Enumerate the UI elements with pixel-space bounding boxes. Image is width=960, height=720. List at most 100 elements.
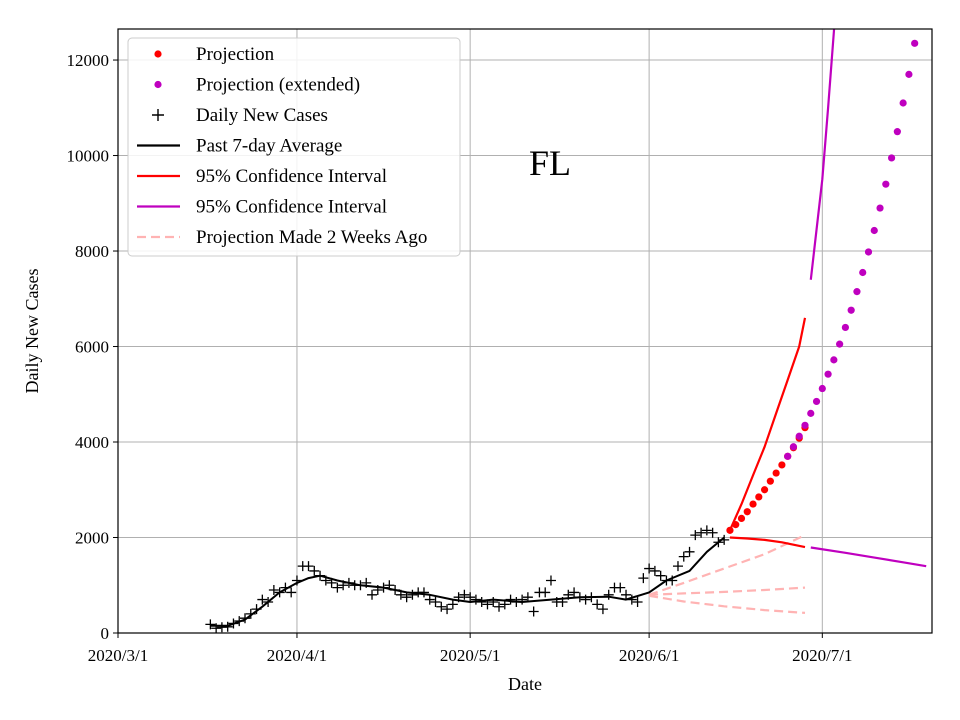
- projection-extended-point: [887, 154, 896, 162]
- daily-case-marker: [488, 596, 499, 607]
- x-tick-label: 2020/6/1: [619, 646, 679, 665]
- daily-case-marker: [395, 589, 406, 600]
- daily-case-marker: [476, 596, 487, 607]
- projection-extended-point: [893, 128, 901, 136]
- projection-extended-point: [905, 70, 913, 78]
- daily-case-marker: [205, 619, 216, 630]
- y-tick-label: 4000: [75, 433, 109, 452]
- daily-case-marker: [621, 589, 632, 600]
- projection-extended-point: [789, 443, 798, 451]
- projection-extended-point: [917, 9, 924, 16]
- daily-case-marker: [436, 601, 447, 612]
- daily-case-marker: [615, 582, 626, 593]
- projection-point: [743, 508, 751, 516]
- daily-case-marker: [315, 570, 326, 581]
- projection-extended-point: [824, 370, 832, 378]
- daily-case-marker: [338, 580, 349, 591]
- projection-extended-point: [795, 432, 803, 440]
- daily-case-marker: [430, 596, 441, 607]
- legend-label: 95% Confidence Interval: [196, 197, 387, 218]
- daily-case-marker: [511, 596, 522, 607]
- daily-case-marker: [505, 594, 516, 605]
- projection-point: [760, 486, 769, 494]
- projection-point: [755, 493, 763, 501]
- projection-extended-point: [784, 452, 792, 460]
- daily-case-marker: [563, 589, 574, 600]
- daily-case-marker: [580, 594, 591, 605]
- daily-case-marker: [407, 589, 418, 600]
- daily-case-marker: [719, 534, 730, 545]
- x-axis-label: Date: [508, 674, 542, 694]
- daily-case-marker: [684, 546, 695, 557]
- projection-extended-point: [882, 180, 890, 188]
- daily-case-marker: [280, 582, 291, 593]
- y-tick-label: 8000: [75, 242, 109, 261]
- y-tick-label: 10000: [67, 147, 110, 166]
- daily-case-marker: [701, 525, 712, 536]
- legend-dot-marker: [154, 80, 162, 89]
- daily-case-marker: [424, 594, 435, 605]
- projection-extended-point: [911, 39, 919, 47]
- daily-case-marker: [667, 575, 678, 586]
- projection-extended-point: [801, 421, 809, 429]
- projection-extended-point: [864, 248, 873, 256]
- two-weeks-ago-projection-line: [648, 594, 806, 614]
- projection-extended-point: [830, 356, 838, 364]
- projection-point: [778, 461, 786, 469]
- daily-case-marker: [257, 594, 268, 605]
- legend-label: 95% Confidence Interval: [196, 166, 387, 187]
- daily-case-marker: [528, 606, 539, 617]
- red-ci-lower-line: [729, 536, 806, 549]
- daily-case-marker: [655, 570, 666, 581]
- projection-point: [732, 521, 740, 529]
- daily-case-marker: [418, 587, 429, 598]
- daily-case-marker: [332, 582, 343, 593]
- daily-case-marker: [517, 594, 528, 605]
- x-tick-label: 2020/5/1: [440, 646, 500, 665]
- projection-point: [737, 514, 746, 523]
- daily-case-marker: [522, 592, 533, 603]
- daily-case-marker: [470, 594, 481, 605]
- daily-case-marker: [355, 580, 366, 591]
- daily-case-marker: [442, 604, 453, 615]
- daily-case-marker: [378, 582, 389, 593]
- daily-case-marker: [696, 527, 707, 538]
- projection-extended-point: [818, 384, 826, 393]
- projection-extended-point: [899, 99, 907, 107]
- chart-title: FL: [529, 143, 571, 183]
- daily-case-marker: [459, 589, 470, 600]
- x-tick-label: 2020/4/1: [267, 646, 327, 665]
- daily-case-marker: [367, 589, 378, 600]
- daily-case-marker: [644, 563, 655, 574]
- projection-point: [726, 526, 734, 534]
- daily-case-marker: [222, 621, 233, 632]
- daily-case-marker: [713, 537, 724, 548]
- magenta-ci-upper-line: [809, 29, 836, 280]
- projection-extended-point: [876, 204, 884, 212]
- daily-case-marker: [574, 592, 585, 603]
- legend-plus-marker: [152, 109, 164, 121]
- daily-case-marker: [678, 551, 689, 562]
- daily-case-marker: [569, 587, 580, 598]
- y-tick-label: 12000: [67, 51, 110, 70]
- plot-frame: [117, 28, 933, 634]
- daily-case-marker: [482, 599, 493, 610]
- legend-label: Projection: [196, 44, 275, 65]
- daily-case-marker: [361, 577, 372, 588]
- daily-case-marker: [309, 565, 320, 576]
- y-tick-label: 6000: [75, 338, 109, 357]
- red-ci-upper-line: [728, 317, 807, 531]
- projection-point: [772, 469, 780, 477]
- daily-case-marker: [372, 585, 383, 596]
- daily-case-marker: [263, 596, 274, 607]
- projection-extended-point: [870, 226, 878, 235]
- projection-extended-point: [807, 409, 815, 417]
- daily-case-marker: [632, 596, 643, 607]
- projection-extended-point: [859, 268, 867, 277]
- daily-case-marker: [211, 623, 222, 633]
- legend-label: Projection (extended): [196, 75, 360, 96]
- magenta-ci-lower-line: [810, 546, 927, 568]
- projection-extended-point: [853, 288, 861, 296]
- daily-case-marker: [303, 561, 314, 572]
- x-tick-label: 2020/3/1: [88, 646, 148, 665]
